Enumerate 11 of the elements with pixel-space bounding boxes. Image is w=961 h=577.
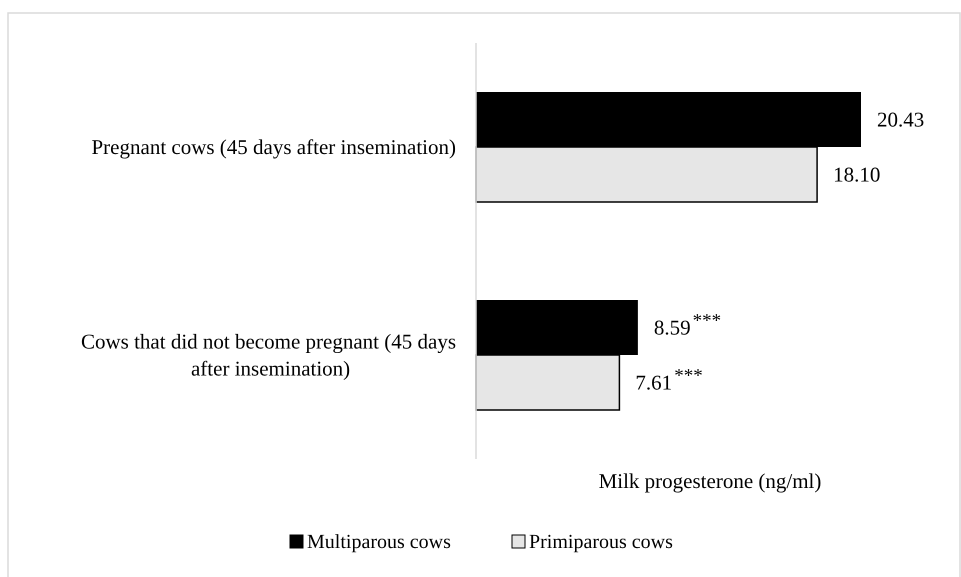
- data-label: 8.59: [654, 316, 691, 340]
- annotation: ***: [674, 366, 703, 386]
- legend-label: Multiparous cows: [307, 531, 452, 553]
- x-axis-title: Milk progesterone (ng/ml): [598, 469, 822, 493]
- data-label: 20.43: [877, 108, 924, 132]
- y-tick-label: Cows that did not become pregnant (45 days after insemination): [80, 330, 456, 380]
- annotation: ***: [692, 310, 722, 332]
- legend-label: Primiparous cows: [529, 531, 674, 553]
- data-label: 7.61: [635, 370, 672, 394]
- y-tick-label: Pregnant cows (45 days after insemination): [92, 135, 456, 159]
- data-label: 18.10: [833, 162, 880, 186]
